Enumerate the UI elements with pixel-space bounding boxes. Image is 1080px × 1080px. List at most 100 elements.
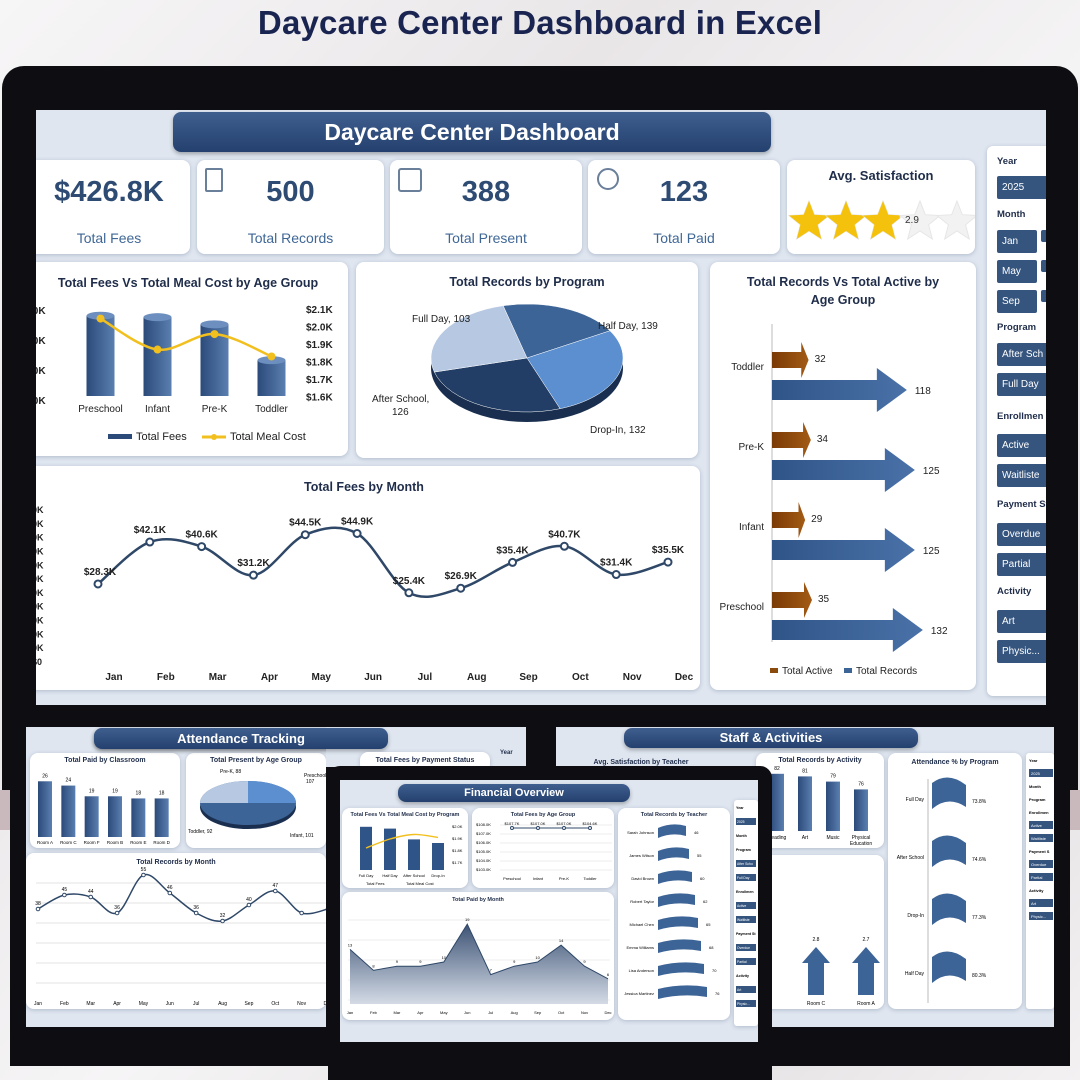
thumb-chart-title: Total Fees by Payment Status bbox=[375, 757, 475, 764]
thumb-slicer-text: 2025 bbox=[1031, 771, 1041, 776]
thumb-slicer-text: Art bbox=[737, 988, 741, 992]
meal-cost-point bbox=[153, 345, 162, 354]
x-tick-label: Pre-K bbox=[202, 404, 228, 415]
thumb-fin-slicers: Year 2025 Month Program After Scho Full Day En… bbox=[734, 800, 758, 1026]
slicer-year-2025[interactable]: 2025 bbox=[997, 176, 1046, 199]
slicer-payment-partial[interactable]: Partial bbox=[997, 553, 1046, 576]
slicer-month-col2-c[interactable] bbox=[1041, 290, 1046, 302]
thumb-slicer-head: Activity bbox=[1029, 888, 1044, 893]
slicer-enrollment-active[interactable]: Active bbox=[997, 434, 1046, 457]
category-label: Infant bbox=[739, 522, 764, 533]
y-tick-left: .0K bbox=[36, 366, 46, 377]
thumb-value-label: $107.0K bbox=[557, 821, 572, 826]
value-label-active: 35 bbox=[818, 594, 830, 605]
thumb-sat-title: Avg. Satisfaction by Teacher bbox=[593, 759, 689, 766]
thumb-x-label: Preschool bbox=[503, 876, 521, 881]
thumb-meal-line bbox=[365, 833, 439, 849]
thumb-point bbox=[193, 910, 199, 916]
thumb-x-label: Oct bbox=[558, 1010, 565, 1015]
thumb-bar-label: 19 bbox=[112, 788, 118, 794]
slicer-program-label: Program bbox=[997, 322, 1037, 333]
y-tick-left: .0K bbox=[36, 306, 46, 317]
legend-swatch-fees bbox=[108, 434, 132, 439]
thumb-line bbox=[37, 873, 326, 922]
value-label-active: 34 bbox=[817, 434, 829, 445]
thumb-point bbox=[272, 888, 278, 894]
slicer-month-may[interactable]: May bbox=[997, 260, 1037, 283]
thumb-value-label: 80.3% bbox=[972, 973, 987, 979]
thumb-slicer-text: 2025 bbox=[737, 820, 745, 824]
x-tick-label: Nov bbox=[623, 672, 642, 683]
thumb-x-label: Education bbox=[850, 841, 872, 847]
thumb-cat-label: Drop-In bbox=[907, 913, 924, 919]
thumb-slicer-btn bbox=[1029, 912, 1053, 920]
slicer-month-jan[interactable]: Jan bbox=[997, 230, 1037, 253]
thumb-area-label: 14 bbox=[559, 938, 564, 943]
arrow-total-records bbox=[772, 448, 915, 492]
line-point bbox=[300, 530, 310, 540]
thumb-bar bbox=[61, 785, 76, 837]
thumb-point bbox=[167, 890, 173, 896]
thumb-pie-slice bbox=[200, 781, 248, 803]
y-tick-right: $2.0K bbox=[306, 323, 333, 334]
slicer-program-after-school[interactable]: After Sch bbox=[997, 343, 1046, 366]
thumb-slicer-text: Full Day bbox=[737, 876, 750, 880]
y-tick-label: 0K bbox=[36, 519, 44, 529]
slicer-activity-art[interactable]: Art bbox=[997, 610, 1046, 633]
legend-label: Total Meal Cost bbox=[230, 431, 306, 443]
dashboard-title-banner: Daycare Center Dashboard bbox=[173, 112, 771, 152]
x-tick-label: Jun bbox=[364, 672, 382, 683]
thumb-slicer-text: Overdue bbox=[737, 946, 750, 950]
arrow-total-active bbox=[772, 422, 811, 458]
value-label-records: 132 bbox=[931, 626, 948, 637]
thumb-bar-label: 76 bbox=[858, 781, 864, 787]
thumb-pie-slice bbox=[248, 781, 296, 803]
y-tick-label: 0K bbox=[36, 546, 44, 556]
thumb-slicer-btn bbox=[736, 944, 756, 951]
thumb-present-pie: Pre-K, 88 Preschool,107 Toddler, 92 Infant,… bbox=[188, 769, 326, 839]
thumb-point bbox=[588, 826, 592, 830]
thumb-fin-slicer-list: Year 2025 Month Program After Scho Full Day En… bbox=[736, 806, 756, 1007]
thumb-slicer-head: Activity bbox=[736, 974, 749, 978]
thumb-slicer-btn bbox=[736, 916, 756, 923]
kpi-label: Total Paid bbox=[653, 230, 715, 246]
slicer-month-col2-a[interactable] bbox=[1041, 230, 1046, 242]
thumb-chart-title: Total Records by Activity bbox=[778, 757, 862, 764]
thumb-paid-month: Total Paid by Month 13 Jan 8 Feb 9 Mar 9 Apr 10 M… bbox=[342, 892, 614, 1020]
thumb-x-label: Apr bbox=[417, 1010, 424, 1015]
thumb-room-label: Room A bbox=[857, 1001, 875, 1007]
thumb-bar-label: 18 bbox=[159, 790, 165, 796]
slicer-activity-physical[interactable]: Physic... bbox=[997, 640, 1046, 663]
thumb-financial-banner: Financial Overview bbox=[398, 784, 630, 802]
value-label-records: 125 bbox=[923, 466, 940, 477]
thumb-x-label: Jun bbox=[166, 1001, 174, 1007]
slicer-payment-overdue[interactable]: Overdue bbox=[997, 523, 1046, 546]
thumb-label: 36 bbox=[114, 905, 120, 911]
y-tick-label: 0K bbox=[36, 560, 44, 570]
thumb-financial-screen: Financial Overview Total Fees Vs Total M… bbox=[340, 780, 758, 1042]
thumb-slicer-head: Program bbox=[736, 848, 751, 852]
thumb-slicer-text: Waitliste bbox=[737, 918, 750, 922]
thumb-y-tick: $2.0K bbox=[452, 824, 463, 829]
kpi-card-total-present: 388 Total Present bbox=[390, 160, 582, 254]
money-icon bbox=[597, 168, 619, 190]
data-label: $31.4K bbox=[600, 558, 633, 569]
line-point bbox=[611, 570, 621, 580]
slicer-month-col2-b[interactable] bbox=[1041, 260, 1046, 272]
line-point bbox=[456, 583, 466, 593]
thumb-slicer-text: Active bbox=[1031, 823, 1043, 828]
y-tick-label: 0K bbox=[36, 616, 44, 626]
thumb-attendance-screen: Attendance Tracking Total Paid by Classr… bbox=[26, 727, 326, 1027]
slicer-enrollment-waitlisted[interactable]: Waitliste bbox=[997, 464, 1046, 487]
slicer-month-sep[interactable]: Sep bbox=[997, 290, 1037, 313]
data-label: $26.9K bbox=[445, 571, 478, 582]
thumb-slicer-head: Program bbox=[1029, 797, 1046, 802]
slicer-program-full-day[interactable]: Full Day bbox=[997, 373, 1046, 396]
thumb-slicer-btn bbox=[736, 986, 756, 993]
kpi-label: Total Present bbox=[445, 230, 527, 246]
thumb-label: 40 bbox=[246, 897, 252, 903]
slicer-year-label: Year bbox=[997, 156, 1018, 167]
thumb-slicer-text: Partial bbox=[1031, 875, 1042, 880]
legend-dot bbox=[211, 434, 217, 440]
star-empty-3 bbox=[898, 199, 942, 241]
